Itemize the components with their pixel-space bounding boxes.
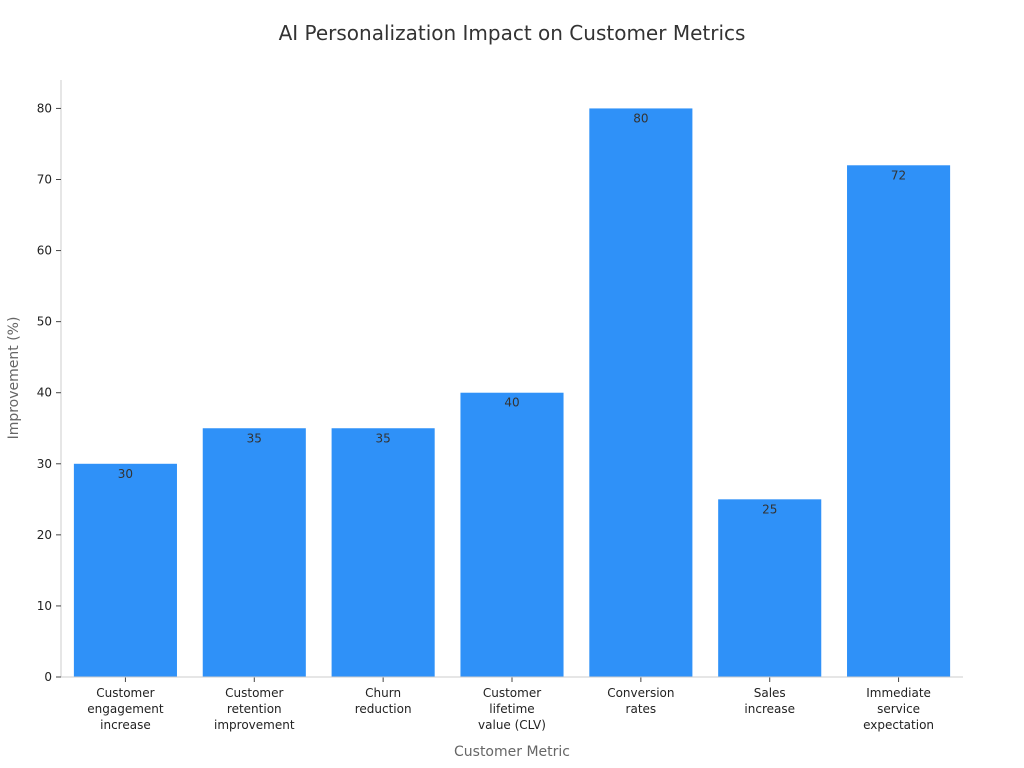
data-label: 80 xyxy=(633,111,648,125)
bars-group: 30 35 35 40 80 25 72 xyxy=(73,108,951,678)
x-tick-label: Conversion rates xyxy=(607,686,674,716)
y-tick-label: 0 xyxy=(44,670,52,684)
bar xyxy=(331,428,435,677)
y-axis-label: Improvement (%) xyxy=(6,317,22,440)
bar xyxy=(847,165,951,678)
y-tick-label: 40 xyxy=(37,386,52,400)
x-tick-label: Customer engagement increase xyxy=(87,686,164,732)
x-tick-label: Immediate service expectation xyxy=(863,686,934,732)
x-tick-label: Customer lifetime value (CLV) xyxy=(478,686,546,732)
x-tick-label: Sales increase xyxy=(744,686,795,716)
y-tick-label: 20 xyxy=(37,528,52,542)
y-tick-label: 50 xyxy=(37,315,52,329)
chart-title: AI Personalization Impact on Customer Me… xyxy=(279,21,746,45)
x-axis: Customer engagement increase Customer retent… xyxy=(61,676,963,732)
data-label: 72 xyxy=(891,168,906,182)
data-label: 35 xyxy=(376,431,391,445)
y-tick-label: 10 xyxy=(37,599,52,613)
bar xyxy=(202,428,306,677)
y-axis: 0 10 20 30 40 50 60 70 80 xyxy=(37,80,62,684)
x-axis-label: Customer Metric xyxy=(454,744,570,760)
y-tick-label: 60 xyxy=(37,244,52,258)
data-label: 35 xyxy=(247,431,262,445)
y-tick-label: 30 xyxy=(37,457,52,471)
x-tick-label: Churn reduction xyxy=(355,686,412,716)
y-tick-label: 80 xyxy=(37,101,52,115)
bar xyxy=(718,499,822,677)
bar xyxy=(73,463,177,677)
x-tick-label: Customer retention improvement xyxy=(214,686,295,732)
data-label: 40 xyxy=(504,396,519,410)
bar xyxy=(460,392,564,677)
y-tick-label: 70 xyxy=(37,173,52,187)
data-label: 25 xyxy=(762,502,777,516)
data-label: 30 xyxy=(118,467,133,481)
bar xyxy=(589,108,693,677)
